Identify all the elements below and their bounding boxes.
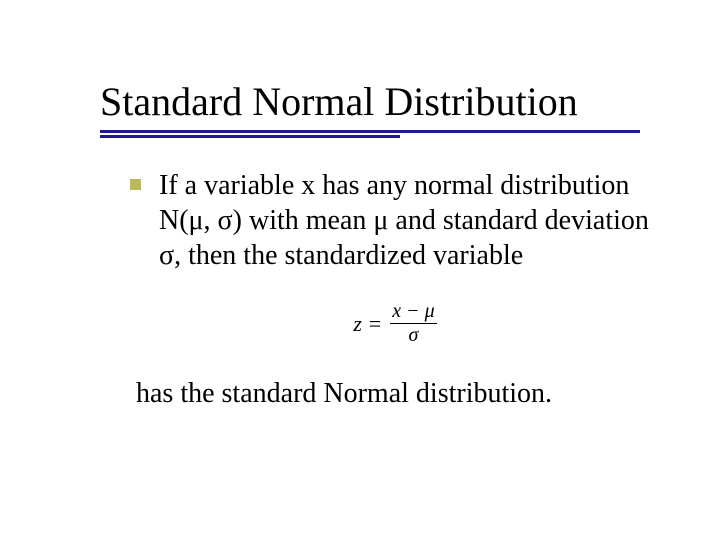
title-underline-short (100, 135, 400, 138)
formula: z = x − μ σ (130, 301, 660, 346)
formula-fraction: x − μ σ (390, 301, 436, 346)
title-underline (100, 130, 660, 138)
bullet-item: If a variable x has any normal distribut… (130, 168, 660, 273)
formula-lhs: z = (353, 311, 382, 337)
formula-numerator: x − μ (390, 301, 436, 323)
formula-inline: z = x − μ σ (353, 301, 436, 346)
formula-denominator: σ (409, 324, 419, 346)
slide: Standard Normal Distribution If a variab… (0, 0, 720, 540)
closing-text: has the standard Normal distribution. (130, 376, 660, 411)
slide-title: Standard Normal Distribution (100, 80, 660, 124)
square-bullet-icon (130, 179, 141, 190)
title-underline-long (100, 130, 640, 133)
bullet-text: If a variable x has any normal distribut… (159, 168, 660, 273)
slide-body: If a variable x has any normal distribut… (100, 168, 660, 411)
